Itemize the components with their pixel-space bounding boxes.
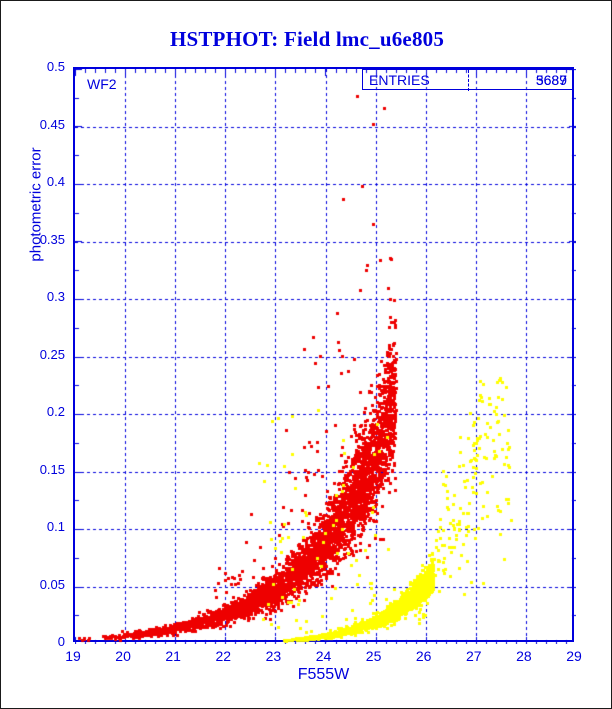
y-tick-label: 0.05	[39, 576, 65, 592]
y-tick-label: 0.45	[39, 116, 65, 132]
scatter-canvas	[75, 69, 576, 644]
legend-entries-label: ENTRIES	[369, 72, 430, 88]
x-tick-label: 20	[115, 648, 131, 664]
x-tick-label: 27	[466, 648, 482, 664]
page-title: HSTPHOT: Field lmc_u6e805	[169, 27, 445, 51]
legend-entries-count: 5689	[535, 72, 567, 88]
x-tick-label: 26	[415, 648, 432, 664]
x-tick-label: 21	[165, 648, 181, 664]
y-tick-label: 0.2	[46, 404, 65, 419]
y-tick-label: 0.1	[46, 519, 65, 534]
plot-area	[73, 67, 576, 644]
y-tick-label: 0.5	[46, 59, 65, 74]
x-tick-label: 24	[315, 648, 332, 664]
x-tick-label: 25	[365, 648, 382, 664]
x-tick-label: 28	[516, 648, 532, 664]
detector-chip-label: WF2	[87, 76, 117, 92]
x-tick-label: 22	[215, 648, 232, 664]
x-tick-label: 19	[65, 648, 81, 664]
y-tick-label: 0.35	[39, 231, 65, 247]
legend-box: ENTRIES 3687 5689	[362, 69, 574, 91]
x-tick-label: 23	[265, 648, 282, 664]
legend-entries-count-overlap: 3687	[535, 72, 567, 88]
y-tick-label: 0.4	[46, 174, 65, 189]
legend-divider	[468, 70, 469, 91]
y-tick-label: 0.15	[39, 461, 65, 477]
y-tick-label: 0.3	[46, 289, 65, 304]
x-tick-label: 29	[566, 648, 582, 664]
y-tick-label: 0	[57, 634, 65, 649]
x-axis-title: F555W	[297, 666, 350, 683]
y-tick-label: 0.25	[39, 346, 65, 362]
